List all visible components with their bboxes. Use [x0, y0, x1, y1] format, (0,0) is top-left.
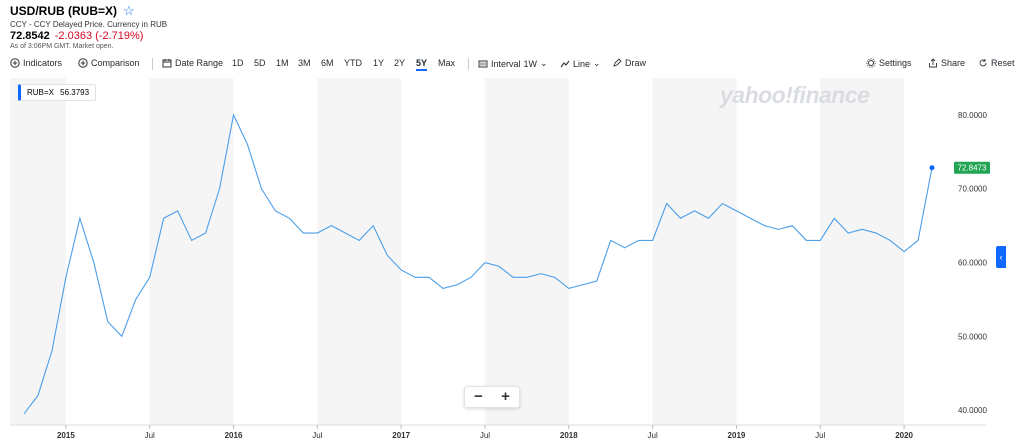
y-tick-label: 80.0000	[958, 111, 987, 120]
share-icon	[929, 58, 937, 68]
interval-label: Interval	[491, 58, 521, 69]
share-label: Share	[941, 58, 966, 68]
plus-circle-icon	[78, 58, 88, 68]
x-tick-label: Jul	[145, 431, 155, 440]
draw-label: Draw	[625, 58, 647, 68]
toolbar-divider	[468, 58, 469, 70]
legend-value: 56.3793	[60, 88, 90, 97]
date-range-button[interactable]: Date Range	[162, 58, 223, 68]
last-point-marker	[929, 165, 935, 171]
y-tick-label: 60.0000	[958, 259, 987, 268]
x-tick-label: 2019	[728, 431, 746, 440]
date-range-label: Date Range	[175, 58, 224, 68]
zoom-out-button[interactable]: −	[474, 388, 483, 405]
interval-dropdown[interactable]: Interval 1W ⌄	[478, 58, 548, 69]
quote-price: 72.8542	[10, 30, 50, 42]
indicators-label: Indicators	[23, 58, 63, 68]
x-tick-label: Jul	[815, 431, 825, 440]
x-tick-label: 2020	[895, 431, 913, 440]
y-tick-label: 70.0000	[958, 185, 987, 194]
comparison-label: Comparison	[91, 58, 140, 68]
reset-button[interactable]: Reset	[978, 58, 1015, 68]
range-1m[interactable]: 1M	[276, 58, 289, 68]
range-max[interactable]: Max	[438, 58, 456, 68]
interval-icon	[478, 60, 488, 67]
gear-icon	[866, 58, 876, 68]
series-line-rub	[23, 113, 933, 415]
range-6m[interactable]: 6M	[321, 58, 334, 68]
reset-label: Reset	[991, 58, 1015, 68]
yahoo-finance-watermark: yahoo!finance	[720, 82, 870, 108]
quote-header: USD/RUB (RUB=X) ☆ CCY - CCY Delayed Pric…	[10, 3, 167, 50]
calendar-icon	[162, 59, 172, 68]
range-ytd[interactable]: YTD	[344, 58, 362, 68]
price-chart[interactable]: 2015 Jul 2016 Jul 2017 Jul 2018 Jul 2019 Jul 2020 4…	[10, 78, 1022, 447]
line-type-label: Line	[573, 58, 591, 69]
range-5y[interactable]: 5Y	[416, 58, 428, 71]
x-tick-label: 2016	[225, 431, 243, 440]
legend-symbol: RUB=X	[27, 88, 54, 97]
x-tick-label: Jul	[480, 431, 490, 440]
chart-legend: RUB=X 56.3793	[18, 84, 97, 101]
range-1d[interactable]: 1D	[232, 58, 244, 68]
y-tick-label: 40.0000	[958, 406, 987, 415]
zoom-in-button[interactable]: +	[501, 388, 510, 405]
chart-grid-band	[820, 78, 905, 425]
reset-icon	[979, 59, 987, 67]
chevron-down-icon: ⌄	[540, 58, 548, 68]
star-icon[interactable]: ☆	[123, 3, 135, 18]
y-tick-label: 50.0000	[958, 332, 987, 341]
chart-area[interactable]: 2015 Jul 2016 Jul 2017 Jul 2018 Jul 2019 Jul 2020 4…	[10, 78, 1022, 447]
x-tick-label: 2015	[57, 431, 75, 440]
pencil-icon	[613, 58, 622, 67]
quote-title: USD/RUB (RUB=X)	[10, 4, 118, 18]
quote-subtitle: CCY - CCY Delayed Price. Currency in RUB	[10, 20, 168, 29]
chevron-left-icon[interactable]: ‹	[996, 246, 1006, 268]
range-3m[interactable]: 3M	[298, 58, 311, 68]
comparison-button[interactable]: Comparison	[78, 58, 140, 68]
line-chart-icon	[560, 60, 570, 67]
toolbar-divider	[152, 58, 153, 70]
draw-button[interactable]: Draw	[612, 58, 646, 68]
x-tick-label: Jul	[648, 431, 658, 440]
share-button[interactable]: Share	[928, 58, 965, 68]
last-value-label: 72.8473	[958, 164, 987, 173]
x-tick-label: 2018	[560, 431, 578, 440]
chart-grid-band	[484, 78, 569, 425]
chart-grid-band	[149, 78, 234, 425]
settings-label: Settings	[879, 58, 912, 68]
quote-asof: As of 3:06PM GMT. Market open.	[10, 43, 114, 50]
chart-grid-band	[10, 78, 66, 425]
indicators-button[interactable]: Indicators	[10, 58, 62, 68]
settings-button[interactable]: Settings	[866, 58, 912, 68]
x-tick-label: 2017	[392, 431, 410, 440]
plus-circle-icon	[10, 58, 20, 68]
zoom-control: − +	[464, 386, 520, 408]
range-1y[interactable]: 1Y	[373, 58, 385, 68]
last-value-badge	[954, 161, 990, 174]
range-2y[interactable]: 2Y	[394, 58, 406, 68]
chart-grid-band	[317, 78, 402, 425]
range-5d[interactable]: 5D	[254, 58, 266, 68]
line-type-dropdown[interactable]: Line ⌄	[560, 58, 601, 69]
interval-value: 1W	[523, 58, 538, 69]
chart-grid-band	[652, 78, 737, 425]
x-tick-label: Jul	[312, 431, 322, 440]
chevron-down-icon: ⌄	[593, 58, 601, 68]
chart-toolbar: Indicators Comparison Date Range 1D 5D 1…	[0, 55, 1024, 73]
quote-change: -2.0363 (-2.719%)	[54, 30, 144, 42]
